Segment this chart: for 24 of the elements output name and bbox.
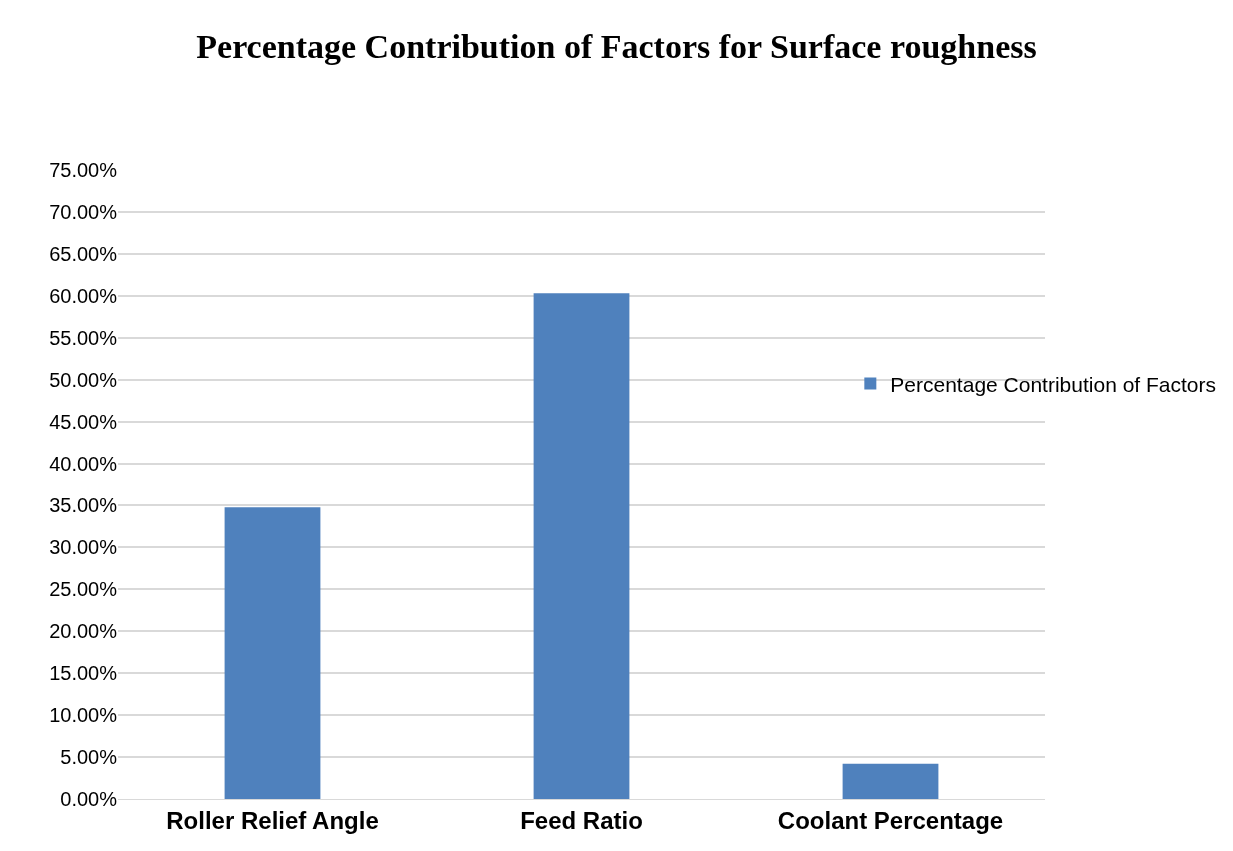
x-tick-label: Coolant Percentage [777,806,1004,834]
y-tick-label: 10.00% [49,704,118,727]
y-tick-label: 5.00% [60,746,118,769]
bar [533,293,630,799]
y-tick-label: 75.00% [49,159,118,181]
bar [842,763,939,799]
y-tick-label: 50.00% [49,368,118,391]
y-tick-label: 30.00% [49,536,118,559]
x-tick-label: Roller Relief Angle [166,806,379,834]
y-tick-label: 0.00% [60,788,118,810]
y-tick-label: 35.00% [49,494,118,517]
x-tick-label: Feed Ratio [520,806,643,834]
legend-label: Percentage Contribution of Factors [890,372,1217,396]
y-tick-label: 40.00% [49,452,118,475]
y-tick-label: 55.00% [49,326,118,349]
bar [224,507,321,799]
y-tick-label: 45.00% [49,410,118,433]
y-tick-label: 65.00% [49,242,118,265]
chart-title: Percentage Contribution of Factors for Surface roughness [196,27,1037,65]
y-tick-label: 25.00% [49,578,118,601]
y-tick-label: 70.00% [49,200,118,223]
y-tick-label: 20.00% [49,620,118,643]
y-tick-label: 15.00% [49,662,118,685]
y-tick-label: 60.00% [49,284,118,307]
